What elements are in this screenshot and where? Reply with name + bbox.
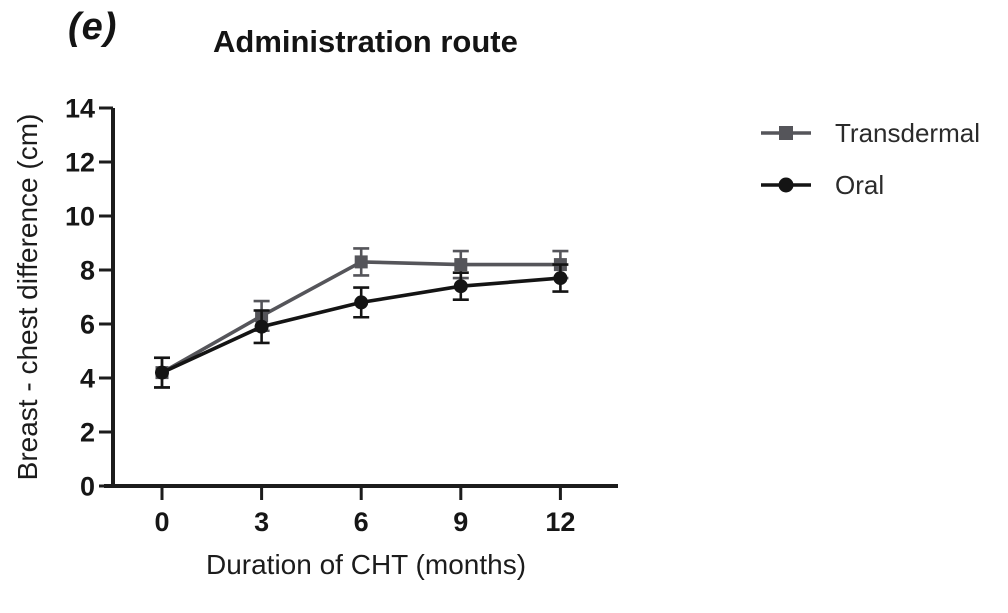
data-point-oral [553,271,568,286]
y-tick-label: 2 [80,418,95,448]
data-point-oral [155,365,169,380]
x-axis-label: Duration of CHT (months) [206,549,526,580]
transdermal-square-marker-icon [761,126,811,140]
chart-title: Administration route [213,24,518,59]
data-point-transdermal [354,255,368,269]
y-tick-label: 4 [80,364,95,394]
data-point-transdermal [454,258,468,272]
y-tick-label: 12 [65,148,95,178]
data-point-oral [254,319,269,334]
data-point-oral [354,295,369,310]
x-tick-label: 0 [154,507,169,537]
legend-item-transdermal: Transdermal [760,120,980,146]
legend-item-oral: Oral [760,172,980,198]
y-tick-label: 0 [80,472,95,502]
y-tick-label: 10 [65,202,95,232]
y-tick-label: 14 [65,94,95,124]
data-point-oral [453,279,468,294]
legend-label-oral: Oral [835,170,885,200]
x-tick-label: 9 [453,507,468,537]
x-tick-label: 12 [545,507,575,537]
panel-label: (e) [68,6,118,48]
y-axis-label: Breast - chest difference (cm) [12,114,43,481]
y-tick-label: 6 [80,310,95,340]
oral-circle-marker-icon [761,177,811,193]
y-tick-label: 8 [80,256,95,286]
plot-area: 0 2 4 6 8 10 12 14 0 3 6 9 12 [65,94,618,537]
x-tick-label: 6 [354,507,369,537]
x-tick-label: 3 [254,507,269,537]
legend: Transdermal Oral [760,120,980,198]
legend-label-transdermal: Transdermal [835,118,980,148]
